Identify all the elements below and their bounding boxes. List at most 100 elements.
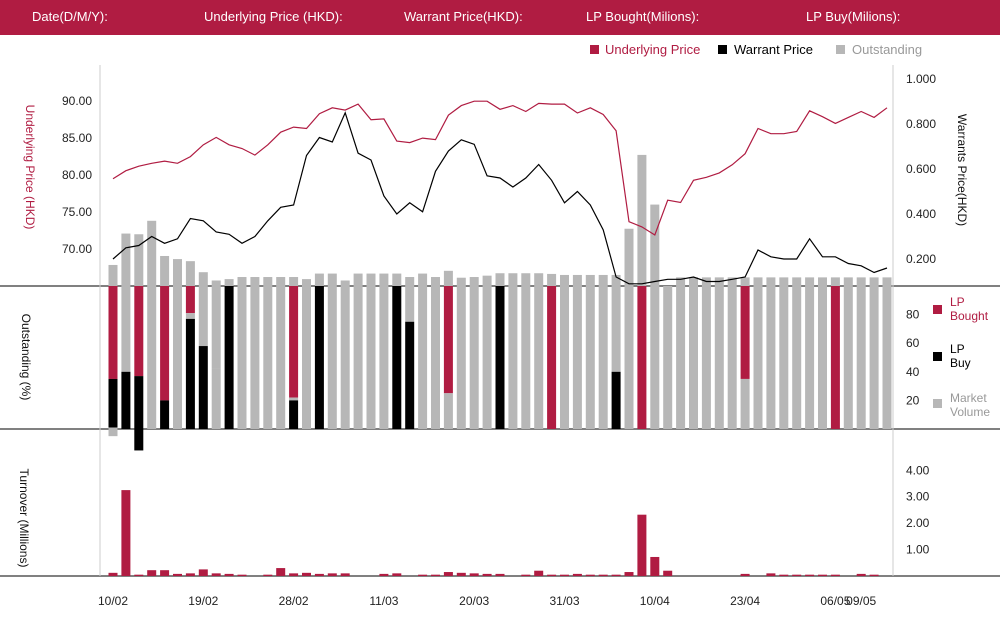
lp-buy-segment — [108, 378, 118, 428]
lp-buy-segment — [289, 400, 299, 429]
outstanding-bar — [469, 277, 479, 286]
legend-swatch-outstanding — [836, 45, 845, 54]
lp-buy-segment — [134, 376, 144, 451]
market-volume-segment — [173, 286, 182, 429]
market-volume-segment — [869, 286, 879, 429]
lp-buy-segment — [405, 321, 415, 429]
x-tick-label: 23/04 — [730, 594, 760, 608]
outstanding-bar — [534, 273, 544, 286]
turnover-bar — [224, 573, 234, 576]
outstanding-bar — [740, 277, 750, 286]
turnover-bar — [547, 574, 557, 576]
turnover-bar — [779, 574, 789, 576]
market-volume-segment — [327, 286, 337, 429]
turnover-bar — [650, 556, 660, 576]
turnover-bar — [185, 573, 195, 576]
y-right-tick-label: 1.000 — [906, 72, 936, 86]
market-volume-segment — [211, 286, 221, 369]
legend-swatch-lp-bought — [933, 305, 942, 314]
outstanding-tick-label: 20 — [906, 393, 920, 407]
lp-buy-segment — [198, 346, 208, 429]
outstanding-bar — [263, 277, 273, 286]
turnover-bar — [340, 573, 350, 576]
lp-bought-segment — [134, 286, 144, 377]
turnover-bar — [766, 573, 776, 576]
legend-lp-buy-2: Buy — [950, 356, 971, 370]
turnover-bar — [598, 574, 608, 576]
market-volume-segment — [753, 286, 763, 429]
outstanding-bar — [676, 277, 686, 286]
market-volume-segment — [779, 286, 789, 429]
legend-lp-bought-2: Bought — [950, 309, 989, 323]
outstanding-bar — [572, 274, 582, 286]
date-label: Date(D/M/Y): — [32, 9, 108, 24]
lp-bought-segment — [160, 286, 170, 401]
market-volume-segment — [198, 286, 208, 347]
lp-buy-segment — [392, 286, 402, 429]
turnover-bar — [856, 573, 866, 576]
market-volume-segment — [805, 286, 815, 429]
market-volume-segment — [263, 286, 273, 429]
turnover-bar — [740, 573, 750, 576]
turnover-bar — [198, 569, 208, 576]
lp-bought-segment — [637, 286, 647, 429]
market-volume-segment — [456, 286, 466, 429]
legend-swatch-underlying — [590, 45, 599, 54]
market-volume-segment — [211, 368, 221, 429]
turnover-bar — [560, 574, 569, 576]
turnover-bar — [237, 574, 247, 576]
header-bar: Date(D/M/Y): Underlying Price (HKD): War… — [0, 0, 1000, 35]
market-volume-segment — [276, 286, 286, 429]
x-tick-label: 10/04 — [640, 594, 670, 608]
y-right-tick-label: 0.600 — [906, 162, 936, 176]
outstanding-bar — [560, 274, 569, 286]
y-right-tick-label: 0.200 — [906, 252, 936, 266]
outstanding-bar — [443, 270, 453, 286]
outstanding-bar — [418, 273, 428, 286]
x-tick-label: 09/05 — [846, 594, 876, 608]
turnover-bar — [869, 574, 879, 576]
turnover-bar — [469, 573, 479, 576]
market-volume-segment — [108, 427, 118, 437]
market-volume-segment — [818, 286, 827, 429]
turnover-bar — [624, 572, 634, 576]
turnover-bar — [314, 573, 324, 576]
y-left-tick-label: 90.00 — [62, 94, 92, 108]
turnover-bar — [482, 573, 492, 576]
x-tick-label: 31/03 — [549, 594, 579, 608]
market-volume-segment — [766, 286, 776, 429]
lp-bought-label: LP Bought(Milions): — [586, 9, 700, 24]
turnover-bar — [160, 570, 170, 576]
outstanding-bar — [379, 273, 389, 286]
outstanding-bar — [547, 273, 557, 286]
legend-swatch-warrant — [718, 45, 727, 54]
turnover-bar — [327, 573, 337, 576]
outstanding-bar — [818, 277, 827, 286]
outstanding-bar — [314, 273, 324, 286]
outstanding-bar — [289, 277, 299, 286]
lp-buy-segment — [160, 400, 170, 429]
outstanding-bar — [340, 280, 350, 286]
outstanding-bar — [521, 273, 531, 286]
market-volume-segment — [289, 397, 299, 401]
turnover-bar — [572, 573, 582, 576]
outstanding-bar — [650, 204, 660, 286]
outstanding-bar — [882, 277, 892, 286]
market-volume-segment — [689, 286, 698, 429]
market-volume-segment — [714, 286, 724, 429]
outstanding-bar — [250, 277, 260, 286]
market-volume-segment — [340, 286, 350, 429]
legend-lp-buy-1: LP — [950, 342, 965, 356]
market-volume-segment — [147, 286, 157, 429]
y-right-title: Warrants Price(HKD) — [955, 114, 969, 226]
turnover-bar — [431, 574, 440, 576]
outstanding-bar — [830, 277, 840, 286]
y-left-tick-label: 70.00 — [62, 242, 92, 256]
legend-lp-bought-1: LP — [950, 295, 965, 309]
outstanding-bar — [585, 274, 595, 286]
legend-underlying: Underlying Price — [605, 42, 700, 57]
market-volume-segment — [856, 286, 866, 429]
warrant-price-label: Warrant Price(HKD): — [404, 9, 523, 24]
market-volume-segment — [560, 286, 569, 429]
outstanding-bar — [160, 255, 170, 286]
